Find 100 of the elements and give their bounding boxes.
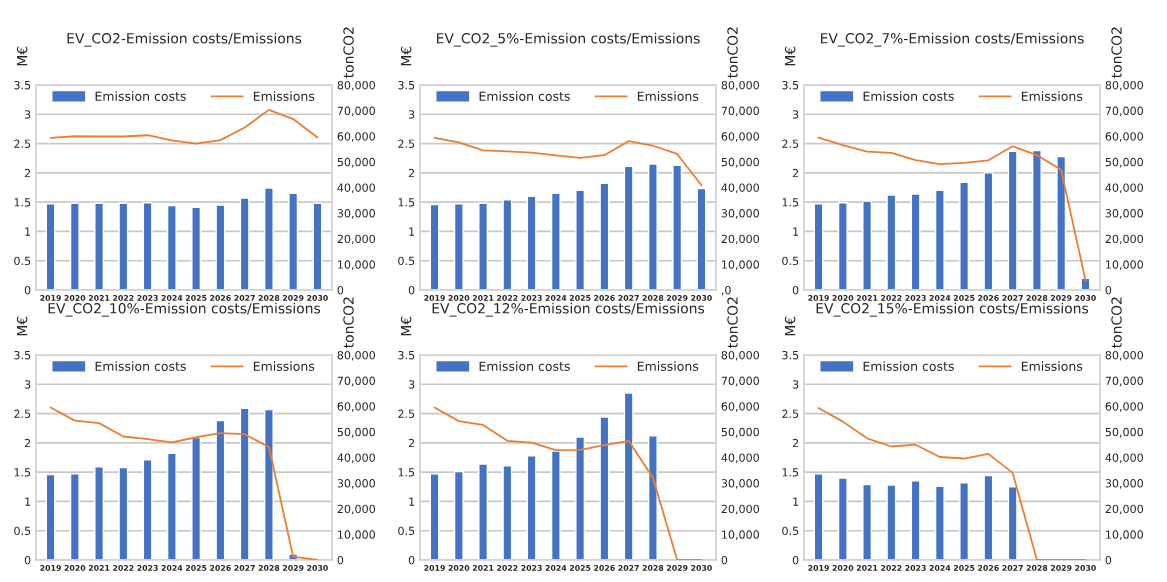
y2-tick-label: 0 [1105, 555, 1112, 565]
bar [983, 474, 994, 560]
y2-tick-label: 40,000 [721, 453, 759, 464]
bar [69, 473, 80, 560]
legend-label: Emissions [1021, 91, 1083, 101]
y-tick-label: 2.5 [398, 409, 415, 418]
bar [69, 202, 80, 290]
y-tick-label: 1 [25, 227, 31, 236]
bar [575, 436, 586, 560]
bar [288, 192, 299, 290]
bar [215, 204, 226, 290]
bar [623, 392, 634, 560]
bar [910, 193, 921, 290]
bar [478, 463, 489, 560]
bar [837, 202, 848, 290]
y-tick-label: 3 [408, 380, 415, 389]
y-axis-title: M€ [784, 316, 796, 336]
y2-tick-label: 40,000 [1105, 453, 1143, 464]
y2-tick-label: 60,000 [721, 132, 759, 142]
legend-label: Emissions [637, 361, 699, 371]
bar [959, 481, 970, 560]
bar [1007, 150, 1018, 290]
bar [696, 187, 707, 290]
bar [837, 477, 848, 560]
y2-tick-label: 30,000 [337, 479, 375, 489]
y-tick-label: 0 [792, 555, 799, 565]
y-tick-label: 0.5 [14, 526, 31, 536]
bar [94, 466, 105, 560]
y2-tick-label: 10,000 [338, 260, 375, 270]
y2-tick-label: 0 [337, 555, 344, 565]
y2-tick-label: 80,000 [1105, 80, 1143, 91]
bar [502, 465, 513, 560]
y-tick-label: 3.5 [14, 80, 31, 90]
y2-tick-label: 70,000 [337, 376, 375, 387]
y-axis-title: M€ [400, 46, 412, 66]
y2-tick-label: 20,000 [1105, 504, 1143, 515]
y2-tick-label: 50,000 [1105, 427, 1143, 438]
y-tick-label: 3.5 [398, 350, 415, 360]
bar [647, 163, 658, 290]
bar [647, 435, 658, 560]
y2-tick-label: ,0 [721, 285, 731, 296]
y-tick-label: 2 [408, 168, 415, 178]
y-tick-label: 3 [792, 380, 799, 389]
bar [886, 194, 897, 290]
bar [886, 484, 897, 560]
y2-tick-label: 40,000 [337, 183, 375, 194]
chart-title: EV_CO2_7%-Emission costs/Emissions [821, 32, 1084, 47]
bar [1031, 149, 1042, 290]
legend-label: Emissions [253, 361, 315, 371]
y-tick-label: 1 [25, 497, 31, 506]
y-tick-label: 1 [409, 497, 415, 506]
y2-tick-label: 40,000 [337, 453, 375, 464]
bar [599, 182, 610, 290]
bar [502, 199, 513, 290]
y-axis-title: M€ [400, 316, 412, 336]
y2-axis-title: tonCO2 [343, 27, 354, 78]
line-series [49, 108, 319, 145]
y-tick-label: 2.5 [398, 139, 415, 148]
y-axis-title: M€ [784, 46, 796, 66]
y-tick-label: 2 [408, 438, 415, 448]
y-tick-label: 0.5 [782, 256, 799, 266]
y-tick-label: 1.5 [398, 468, 415, 477]
bar [166, 204, 177, 290]
y2-tick-label: 30,000 [337, 209, 375, 219]
y-tick-label: 1 [409, 227, 415, 236]
y2-tick-label: 20,000 [721, 504, 759, 515]
y2-axis-title: tonCO2 [343, 297, 354, 348]
bar [429, 203, 440, 290]
y2-tick-label: 70,000 [721, 376, 759, 387]
y-tick-label: 3.5 [398, 80, 415, 90]
y2-tick-label: 60,000 [1105, 402, 1143, 412]
bar [550, 192, 561, 290]
line-series [433, 136, 703, 187]
y-tick-label: 1.5 [782, 468, 799, 477]
y2-tick-label: 20,000 [1105, 234, 1143, 245]
bar [215, 419, 226, 560]
bar [959, 181, 970, 290]
y-tick-label: 3.5 [782, 80, 799, 90]
chart-title: EV_CO2-Emission costs/Emissions [67, 32, 302, 47]
y-tick-label: 3.5 [782, 350, 799, 360]
y2-tick-label: 30,000 [1105, 479, 1143, 489]
bar [910, 480, 921, 560]
line-series [49, 406, 319, 560]
y-tick-label: 2.5 [782, 409, 799, 418]
y-tick-label: 2.5 [14, 409, 31, 418]
bar [813, 203, 824, 290]
y2-tick-label: 60,000 [721, 402, 759, 412]
y2-tick-label: 80,000 [721, 80, 759, 91]
y-tick-label: 3 [24, 380, 31, 389]
bar [453, 470, 464, 560]
y2-tick-label: 40,000 [721, 183, 759, 194]
y2-tick-label: 30,000 [721, 479, 759, 489]
y2-tick-label: 50,000 [1105, 157, 1143, 168]
bar [191, 436, 202, 560]
bar [239, 407, 250, 560]
bar [239, 197, 250, 290]
y-tick-label: 3 [792, 110, 799, 119]
chart-title: EV_CO2_15%-Emission costs/Emissions [816, 302, 1089, 317]
bar [862, 483, 873, 560]
y-tick-label: 2 [24, 168, 31, 178]
